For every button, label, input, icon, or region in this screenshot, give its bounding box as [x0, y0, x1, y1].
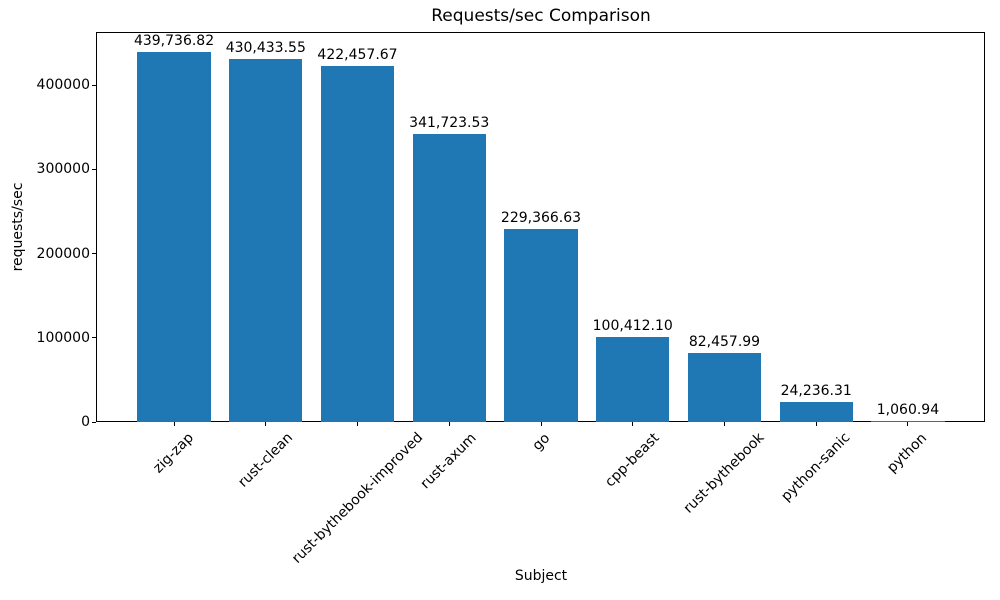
- bar: [320, 66, 395, 422]
- bar-value-label: 1,060.94: [876, 402, 940, 419]
- x-tick-label: python-sanic: [778, 429, 854, 506]
- chart-title: Requests/sec Comparison: [431, 6, 651, 26]
- bar-value-label: 430,433.55: [225, 40, 306, 57]
- bar: [412, 134, 486, 422]
- bar-value-label: 439,736.82: [133, 32, 215, 49]
- bar-value-label: 100,412.10: [592, 318, 673, 335]
- x-tick: [540, 422, 542, 426]
- x-tick: [265, 422, 267, 426]
- bar-value-label: 229,366.63: [500, 209, 582, 226]
- x-tick: [723, 422, 725, 426]
- y-tick-label: 200000: [36, 245, 90, 262]
- bar-value-label: 24,236.31: [780, 382, 852, 399]
- y-tick: [92, 168, 96, 170]
- x-tick: [907, 422, 909, 426]
- x-tick: [357, 422, 359, 426]
- bar: [687, 352, 762, 422]
- x-tick-label: zig-zap: [150, 429, 198, 477]
- y-tick-label: 100000: [36, 329, 90, 346]
- y-tick-label: 400000: [36, 77, 90, 93]
- y-tick: [92, 421, 96, 423]
- bar: [779, 401, 853, 422]
- x-tick-label: go: [529, 429, 553, 454]
- bar-value-label: 341,723.53: [409, 115, 490, 132]
- y-tick: [92, 84, 96, 86]
- x-tick-label: cpp-beast: [602, 429, 663, 491]
- y-tick: [92, 253, 96, 254]
- bar: [871, 421, 945, 423]
- x-tick-label: rust-bythebook-improved: [288, 429, 426, 568]
- x-tick: [448, 422, 450, 426]
- bar: [229, 59, 303, 422]
- x-tick-label: python: [884, 429, 931, 476]
- y-tick-label: 300000: [36, 161, 90, 178]
- x-tick: [173, 422, 175, 426]
- y-axis-label: requests/sec: [10, 182, 26, 272]
- bar-value-label: 422,457.67: [317, 47, 398, 64]
- bar-value-label: 82,457.99: [688, 333, 761, 350]
- x-axis-label: Subject: [514, 568, 568, 584]
- x-tick-label: rust-bythebook: [680, 430, 768, 517]
- bar: [137, 51, 211, 422]
- bar: [596, 337, 670, 422]
- x-tick-label: rust-axum: [417, 430, 480, 493]
- y-tick: [92, 337, 96, 339]
- x-tick-label: rust-clean: [235, 429, 296, 491]
- bar: [504, 228, 578, 422]
- x-tick: [632, 422, 634, 426]
- y-tick-label: 0: [81, 414, 90, 430]
- x-tick: [815, 422, 817, 426]
